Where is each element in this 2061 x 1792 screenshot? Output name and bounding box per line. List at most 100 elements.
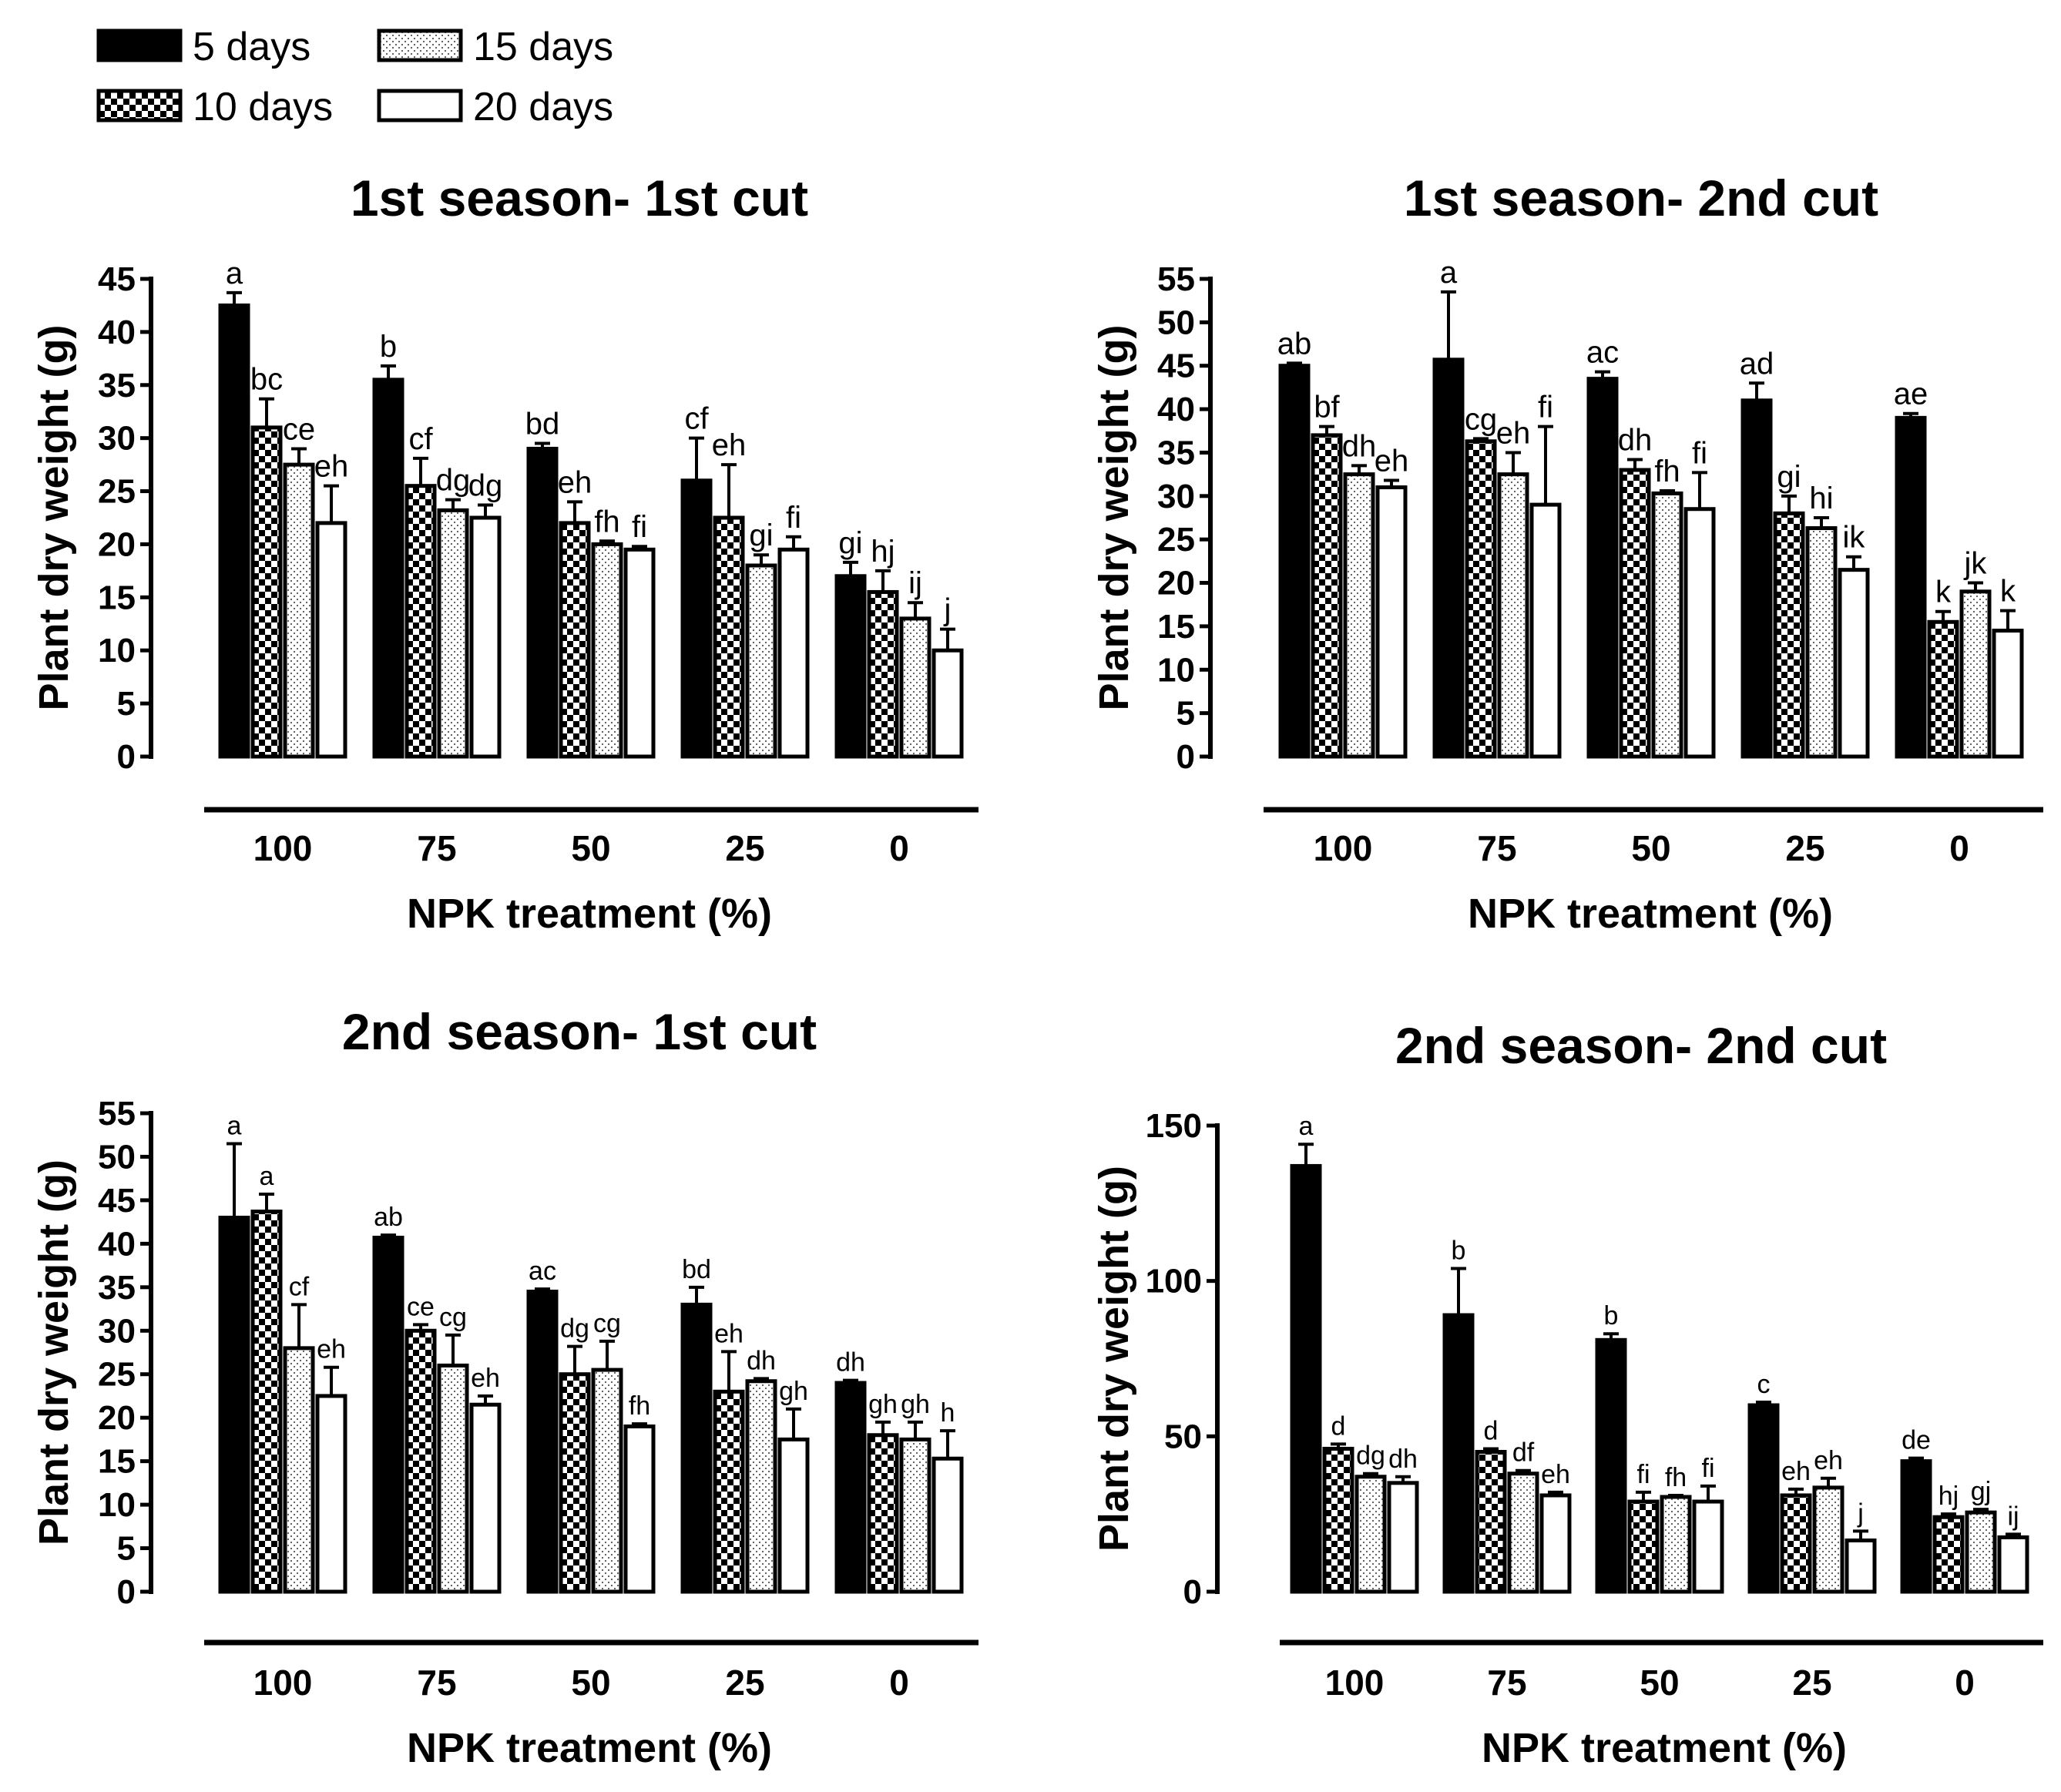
chart-4-bar-10-days-50	[1627, 1499, 1660, 1594]
chart-4-bar-5-days-25-significance-label: c	[1757, 1370, 1771, 1399]
chart-4-bar-15-days-50	[1660, 1495, 1692, 1594]
chart-4-category-label-100: 100	[1325, 1663, 1385, 1703]
chart-1-y-tick-label-40: 40	[98, 314, 136, 351]
chart-2-bar-5-days-50	[1586, 377, 1619, 759]
chart-3-bar-15-days-0	[899, 1437, 931, 1594]
chart-3-x-axis-label: NPK treatment (%)	[407, 1725, 772, 1771]
chart-3-y-tick-label-40: 40	[98, 1225, 136, 1263]
chart-4-y-tick-label-100: 100	[1146, 1263, 1202, 1300]
chart-4-title: 2nd season- 2nd cut	[1395, 1017, 1887, 1074]
chart-1-bar-15-days-0-significance-label: ij	[908, 566, 922, 600]
chart-4-bar-5-days-100-significance-label: a	[1299, 1112, 1314, 1141]
chart-4-bar-5-days-100	[1290, 1163, 1322, 1594]
chart-4-bar-20-days-75-significance-label: eh	[1541, 1460, 1570, 1489]
chart-1-bar-15-days-50	[591, 542, 623, 759]
chart-2-bar-20-days-50	[1683, 507, 1716, 759]
chart-1-category-label-50: 50	[571, 828, 610, 868]
chart-1-bar-20-days-0	[931, 648, 964, 759]
chart-2-bar-15-days-75-significance-label: eh	[1496, 416, 1531, 450]
chart-2-bar-15-days-25	[1805, 526, 1838, 759]
chart-3-y-tick-label-5: 5	[117, 1530, 136, 1568]
chart-4-bar-15-days-75	[1507, 1472, 1539, 1594]
chart-2-bar-15-days-100-significance-label: dh	[1342, 429, 1377, 463]
chart-3-title: 2nd season- 1st cut	[342, 1003, 817, 1060]
chart-3-bar-10-days-100-significance-label: a	[260, 1162, 274, 1191]
chart-1-category-label-25: 25	[725, 828, 764, 868]
chart-2-y-tick-label-35: 35	[1157, 434, 1195, 471]
chart-2-bar-15-days-0	[1959, 589, 1992, 759]
chart-4-bar-20-days-50	[1692, 1499, 1724, 1594]
chart-2-bar-20-days-0-significance-label: k	[2000, 575, 2016, 609]
chart-1-bar-10-days-50	[559, 521, 591, 759]
chart-2-bar-20-days-0	[1992, 629, 2024, 759]
chart-3-bar-10-days-50-significance-label: dg	[560, 1314, 589, 1344]
chart-2-bar-10-days-75	[1465, 439, 1497, 759]
legend-swatch-15-days	[377, 29, 463, 62]
chart-1-bar-10-days-0-significance-label: hj	[871, 535, 895, 569]
chart-3-bar-10-days-50	[559, 1372, 591, 1594]
chart-3-y-tick-label-50: 50	[98, 1138, 136, 1176]
chart-1-y-tick-label-20: 20	[98, 525, 136, 563]
chart-2-bar-5-days-0	[1895, 415, 1927, 759]
chart-1-y-tick-label-5: 5	[117, 685, 136, 723]
chart-3-bar-20-days-75	[469, 1402, 502, 1594]
chart-2-category-label-50: 50	[1631, 828, 1670, 868]
chart-1-bar-10-days-100	[250, 425, 283, 759]
chart-4-category-label-75: 75	[1487, 1663, 1526, 1703]
chart-3-bar-5-days-0-significance-label: dh	[836, 1348, 865, 1378]
chart-1-bar-20-days-100	[315, 521, 347, 759]
chart-3-y-axis-label: Plant dry weight (g)	[31, 1159, 77, 1545]
chart-3-bar-15-days-50-significance-label: cg	[593, 1309, 621, 1338]
chart-4-bar-20-days-25-significance-label: j	[1857, 1498, 1864, 1528]
chart-3-bar-5-days-50-significance-label: ac	[529, 1257, 556, 1286]
chart-4-bar-20-days-100	[1387, 1481, 1419, 1594]
chart-3-y-tick-label-25: 25	[98, 1356, 136, 1394]
chart-2-bar-5-days-25-significance-label: ad	[1740, 347, 1774, 381]
chart-2-y-tick-label-25: 25	[1157, 521, 1195, 559]
chart-4-bar-10-days-25	[1780, 1493, 1812, 1594]
chart-4-bar-15-days-25	[1812, 1485, 1844, 1594]
chart-1-bar-20-days-50	[623, 547, 656, 759]
legend-label-10-days: 10 days	[193, 85, 333, 129]
chart-2-y-tick-label-20: 20	[1157, 565, 1195, 602]
chart-3-bar-10-days-75-significance-label: ce	[407, 1292, 435, 1321]
legend-label-5-days: 5 days	[193, 25, 310, 69]
chart-3-bar-20-days-50-significance-label: fh	[629, 1391, 650, 1421]
chart-2-bar-5-days-75-significance-label: a	[1440, 256, 1458, 290]
chart-4-bar-10-days-100	[1322, 1446, 1354, 1594]
chart-2-bar-15-days-25-significance-label: hi	[1809, 482, 1833, 515]
chart-1-bar-15-days-100-significance-label: ce	[283, 412, 315, 446]
chart-4-y-tick-label-50: 50	[1164, 1418, 1202, 1455]
chart-2-y-tick-label-5: 5	[1177, 695, 1195, 733]
chart-3-bar-15-days-100-significance-label: cf	[289, 1272, 310, 1301]
chart-2-bar-5-days-75	[1432, 357, 1465, 759]
legend-item-15-days: 15 days	[377, 25, 613, 69]
chart-2-bar-5-days-100-significance-label: ab	[1277, 327, 1312, 361]
chart-1-bar-15-days-0	[899, 616, 931, 759]
chart-2-category-label-25: 25	[1785, 828, 1824, 868]
chart-4-bar-5-days-0	[1900, 1459, 1932, 1594]
chart-4-bar-15-days-25-significance-label: eh	[1814, 1446, 1843, 1475]
chart-2-y-axis-label: Plant dry weight (g)	[1091, 324, 1137, 710]
chart-4-bar-15-days-100	[1354, 1475, 1387, 1594]
chart-1-y-tick-label-0: 0	[117, 738, 136, 776]
chart-4-bar-15-days-0-significance-label: gj	[1971, 1477, 1991, 1506]
chart-3-bar-15-days-0-significance-label: gh	[901, 1390, 930, 1419]
legend-swatch-20-days	[377, 89, 463, 122]
chart-1-bar-5-days-25-significance-label: cf	[684, 402, 709, 436]
chart-1-bar-5-days-100	[218, 303, 250, 759]
chart-4-category-label-50: 50	[1640, 1663, 1679, 1703]
chart-2-bar-10-days-100	[1311, 433, 1343, 759]
chart-3-y-tick-label-45: 45	[98, 1182, 136, 1220]
chart-4-y-axis-label: Plant dry weight (g)	[1091, 1166, 1137, 1552]
chart-1-y-axis-label: Plant dry weight (g)	[31, 324, 77, 710]
chart-1-bar-5-days-25	[680, 478, 713, 759]
chart-2-bar-10-days-100-significance-label: bf	[1314, 391, 1340, 425]
chart-2-y-tick-label-40: 40	[1157, 391, 1195, 428]
chart-3-bar-10-days-0	[867, 1433, 899, 1594]
chart-4-bar-20-days-100-significance-label: dh	[1388, 1445, 1418, 1474]
chart-2-bar-10-days-25	[1773, 511, 1805, 759]
chart-3-y-tick-label-35: 35	[98, 1269, 136, 1307]
chart-1-bar-5-days-0-significance-label: gi	[838, 526, 862, 560]
